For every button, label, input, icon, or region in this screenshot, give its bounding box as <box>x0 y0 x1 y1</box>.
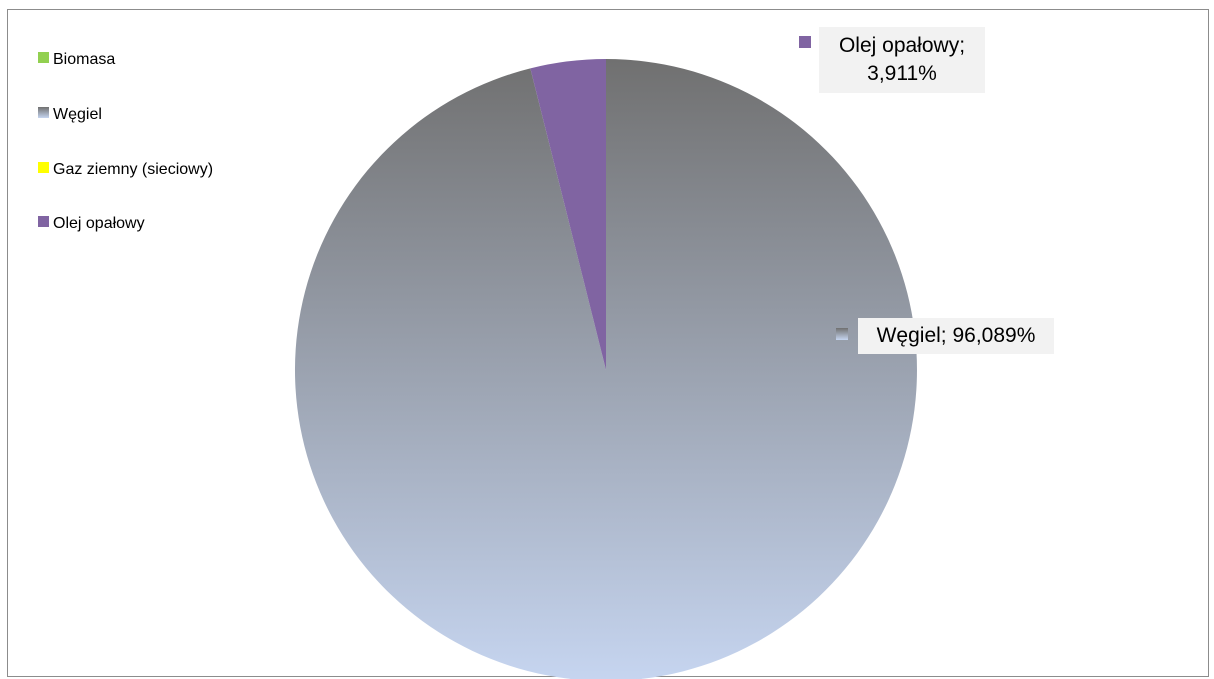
legend-item-biomasa: Biomasa <box>38 50 115 70</box>
data-label-olej-opalowy: Olej opałowy; 3,911% <box>819 27 985 93</box>
legend-label-wegiel: Węgiel <box>53 106 102 123</box>
legend-label-olej-opalowy: Olej opałowy <box>53 215 145 232</box>
data-label-swatch-olej-opalowy <box>799 36 811 48</box>
legend-swatch-wegiel <box>38 107 49 119</box>
pie-slice-wegiel <box>294 59 917 679</box>
legend-item-wegiel: Węgiel <box>38 105 102 125</box>
data-label-wegiel-line1: Węgiel; 96,089% <box>876 324 1036 347</box>
legend-label-gaz-ziemny: Gaz ziemny (sieciowy) <box>53 161 214 178</box>
pie-slice-olej-opalowy <box>530 59 606 370</box>
data-label-wegiel: Węgiel; 96,089% <box>858 318 1054 354</box>
legend-swatch-biomasa <box>38 52 49 64</box>
legend-label-biomasa: Biomasa <box>53 51 116 68</box>
legend-swatch-olej-opalowy <box>38 216 49 228</box>
legend-item-gaz-ziemny: Gaz ziemny (sieciowy) <box>38 160 213 180</box>
data-label-olej-opalowy-line1: Olej opałowy; <box>838 34 966 57</box>
data-label-swatch-wegiel <box>836 328 848 340</box>
data-label-olej-opalowy-line2: 3,911% <box>867 62 937 85</box>
legend-swatch-gaz-ziemny <box>38 162 49 174</box>
legend-item-olej-opalowy: Olej opałowy <box>38 214 145 234</box>
